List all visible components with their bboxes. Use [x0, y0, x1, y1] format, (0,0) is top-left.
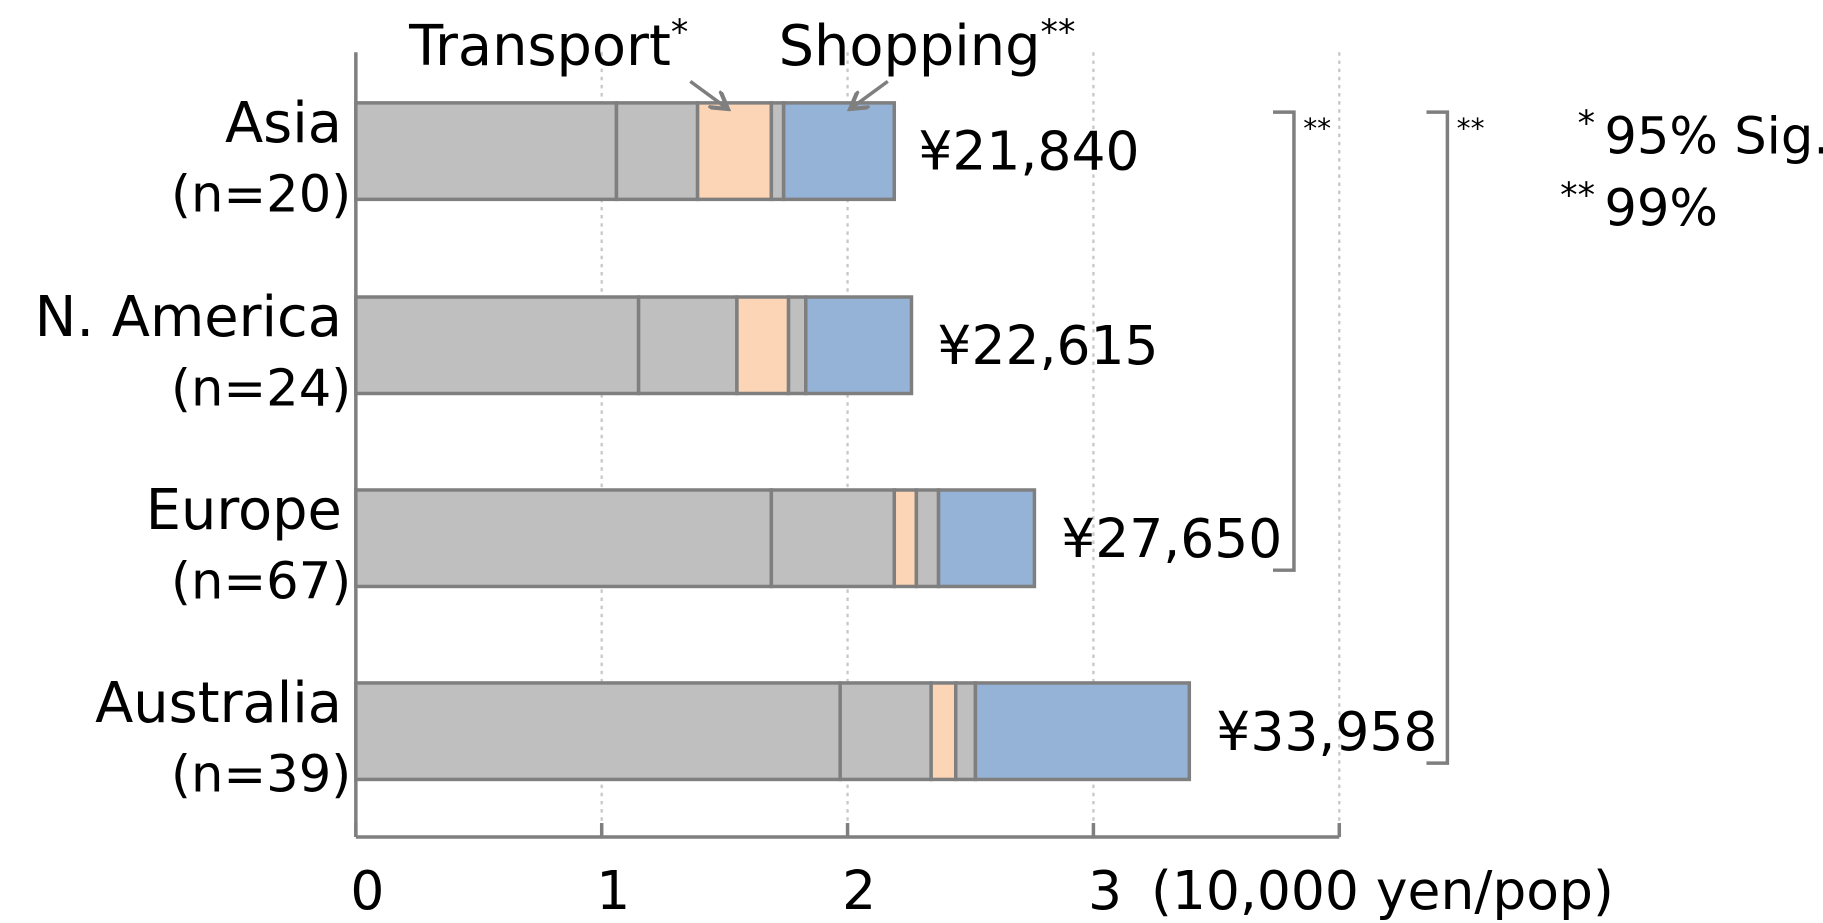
category-label: Australia [95, 671, 342, 736]
legend-text: 99% [1604, 180, 1718, 239]
sample-label: (n=67) [171, 553, 351, 612]
legend-symbol: * [1578, 104, 1595, 144]
legend-text: 95% Sig. [1604, 107, 1823, 166]
bar-segment [769, 488, 897, 589]
bar-segment [354, 488, 774, 589]
bar-segment [786, 295, 808, 396]
sample-label: (n=20) [171, 166, 351, 225]
total-label: ¥33,958 [1216, 700, 1437, 763]
category-label: Europe [146, 478, 342, 543]
series-annotation: Shopping** [779, 13, 1076, 79]
category-label: Asia [225, 91, 342, 156]
sample-label: (n=39) [171, 746, 351, 805]
bar-segment [735, 295, 791, 396]
legend-symbol: ** [1560, 176, 1595, 216]
significance-bracket [1273, 110, 1296, 572]
bar-segment [804, 295, 914, 396]
x-tick-label: 1 [596, 859, 630, 922]
bar-segment [914, 488, 941, 589]
series-marker: * [671, 13, 688, 53]
series-annotation: Transport* [408, 13, 688, 79]
bar-segment [354, 295, 641, 396]
bar-segment [769, 101, 786, 202]
bar-segment [695, 101, 774, 202]
bar-segment [781, 101, 897, 202]
sample-label: (n=24) [171, 360, 351, 419]
bracket-label: ** [1303, 112, 1331, 145]
series-name: Transport [408, 14, 671, 79]
bar-segment [354, 101, 619, 202]
x-tick-label: 0 [350, 859, 384, 922]
bar-segment [892, 488, 919, 589]
annotation-arrow [853, 79, 889, 107]
bar-segment [973, 681, 1192, 782]
x-axis-label: (10,000 yen/pop) [1151, 859, 1614, 922]
bar-segment [838, 681, 933, 782]
bar-segment [614, 101, 700, 202]
bar-segment [929, 681, 958, 782]
bar-segment [354, 681, 842, 782]
bar-segment [953, 681, 978, 782]
x-tick-label: 2 [842, 859, 876, 922]
bracket-label: ** [1457, 112, 1485, 145]
x-tick-label: 3 [1088, 859, 1122, 922]
series-marker: ** [1041, 13, 1076, 53]
series-name: Shopping [779, 14, 1041, 79]
bar-segment [936, 488, 1037, 589]
total-label: ¥21,840 [918, 120, 1139, 183]
significance-bracket [1426, 110, 1450, 765]
bar-segment [636, 295, 739, 396]
total-label: ¥22,615 [937, 314, 1158, 377]
total-label: ¥27,650 [1061, 507, 1282, 570]
category-label: N. America [35, 285, 342, 350]
annotation-arrow [689, 79, 725, 107]
